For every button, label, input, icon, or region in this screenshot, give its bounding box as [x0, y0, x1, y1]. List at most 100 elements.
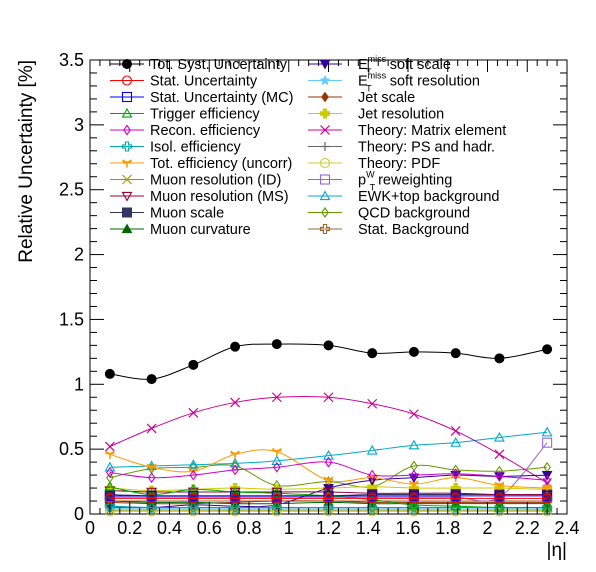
legend-label: Muon scale: [150, 206, 224, 222]
data-point: [271, 339, 282, 350]
y-axis-label: Relative Uncertainty [%]: [16, 60, 37, 263]
data-point: [230, 341, 241, 352]
legend-marker: [320, 125, 330, 135]
data-point: [146, 374, 157, 385]
data-point: [146, 502, 157, 513]
legend-entry: Stat. Uncertainty: [110, 74, 258, 90]
data-point: [323, 502, 334, 513]
legend-entry: Tot. Syst. Uncertainty: [110, 57, 288, 73]
legend-entry: Muon resolution (ID): [110, 173, 281, 189]
data-point: [273, 461, 281, 473]
data-point: [408, 490, 420, 501]
data-point: [188, 490, 199, 501]
legend-entry: EWK+top background: [308, 189, 499, 205]
data-point: [146, 487, 158, 498]
series-tot-syst-uncertainty: [104, 339, 553, 385]
data-point: [230, 397, 241, 408]
legend-label: QCD background: [358, 206, 470, 222]
data-point: [271, 493, 282, 504]
legend-marker: [121, 141, 133, 152]
legend-entry: Theory: PDF: [308, 156, 440, 172]
data-point: [323, 490, 334, 501]
legend-marker: [121, 191, 133, 202]
data-point: [542, 493, 553, 504]
y-tick-label: 3.5: [59, 50, 84, 70]
data-point: [323, 392, 334, 403]
legend-marker: [122, 59, 132, 69]
data-point: [368, 469, 377, 481]
legend-marker: [319, 74, 331, 86]
legend-entry: Stat. Background: [308, 222, 469, 238]
x-tick-label: 1.2: [316, 518, 341, 538]
legend-marker: [319, 157, 331, 169]
legend-label: Jet resolution: [358, 107, 444, 123]
legend-label: Muon resolution (MS): [150, 189, 289, 205]
legend-label: Stat. Uncertainty (MC): [150, 90, 293, 106]
data-point: [495, 470, 504, 482]
data-point: [106, 467, 114, 478]
data-point: [188, 407, 199, 418]
legend-label: Trigger efficiency: [150, 107, 260, 123]
data-point: [187, 459, 199, 469]
x-axis-label: |η|: [547, 540, 567, 561]
data-point: [231, 464, 239, 476]
data-point: [494, 493, 505, 504]
legend-entry: Muon curvature: [110, 222, 251, 238]
legend-entry: Emiss T soft scale: [308, 54, 451, 77]
legend-entry: Muon scale: [110, 206, 224, 222]
data-point: [409, 480, 419, 489]
data-point: [271, 490, 282, 501]
legend-label: Tot. Syst. Uncertainty: [150, 57, 288, 73]
data-point: [271, 487, 283, 498]
data-point: [408, 439, 420, 450]
legend-marker: [319, 223, 331, 235]
data-point: [450, 489, 462, 499]
data-point: [323, 487, 334, 498]
data-point: [367, 502, 378, 513]
data-point: [188, 359, 199, 370]
data-point: [494, 490, 505, 501]
data-point: [450, 437, 462, 447]
series-stat-uncertainty: [104, 493, 553, 504]
data-point: [146, 490, 157, 501]
data-point: [230, 490, 241, 501]
data-point: [323, 340, 334, 351]
data-point: [367, 348, 378, 359]
data-point: [104, 481, 116, 491]
legend-label: Isol. efficiency: [150, 140, 242, 156]
data-point: [146, 463, 157, 472]
y-tick-label: 2: [74, 245, 84, 265]
series-layer: [104, 339, 553, 517]
data-point: [104, 368, 115, 379]
legend-entry: Stat. Uncertainty (MC): [110, 90, 293, 106]
data-point: [104, 493, 115, 504]
data-point: [408, 493, 420, 504]
data-point: [146, 423, 157, 434]
data-point: [493, 431, 505, 442]
data-point: [450, 490, 461, 501]
legend-label: Stat. Background: [358, 222, 469, 238]
legend-marker: [122, 207, 132, 218]
legend-marker: [121, 75, 133, 86]
data-point: [493, 501, 505, 512]
legend-entry: Emiss T soft resolution: [308, 71, 480, 94]
data-point: [542, 490, 553, 501]
data-point: [229, 457, 241, 468]
data-point: [410, 469, 418, 481]
data-point: [104, 501, 115, 512]
series-line: [109, 461, 548, 481]
data-point: [450, 473, 461, 483]
x-tick-label: 0.8: [236, 518, 261, 538]
legend-label: Theory: PS and hadr.: [358, 140, 495, 156]
legend-marker: [319, 59, 331, 70]
data-point: [188, 502, 199, 513]
data-point: [367, 490, 378, 501]
legend-marker: [321, 207, 329, 218]
data-point: [408, 346, 419, 357]
data-point: [450, 493, 461, 504]
data-point: [104, 461, 116, 472]
data-point: [188, 493, 199, 504]
series-recon-efficiency: [106, 456, 551, 486]
legend-marker: [121, 223, 133, 234]
data-point: [323, 476, 334, 485]
